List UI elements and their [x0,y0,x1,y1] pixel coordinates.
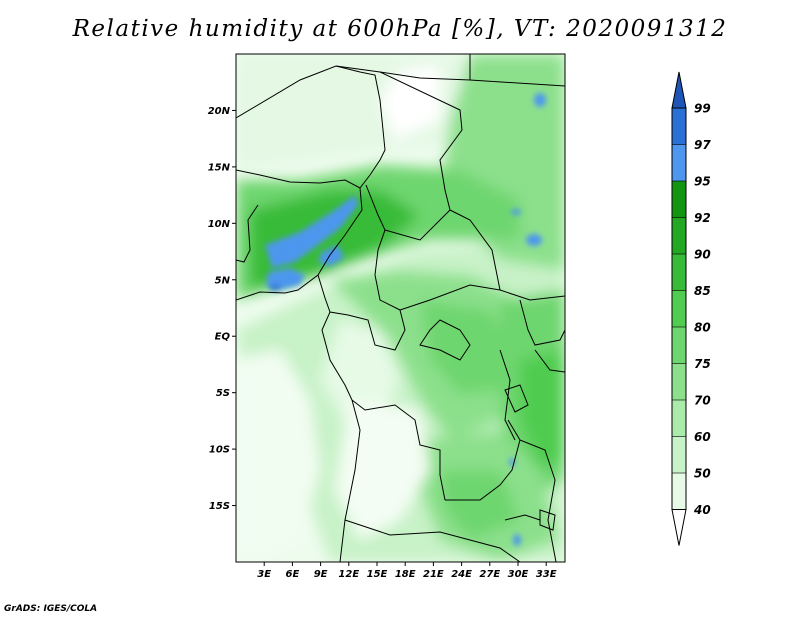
map-frame [235,53,566,563]
colorbar-segment [672,436,686,473]
latitude-axis: 20N 15N 10N 5N EQ 5S 10S 15S [208,106,236,512]
lon-tick-label: 9E [314,569,328,580]
colorbar-segment [672,144,686,181]
colorbar: 40 50 60 70 75 80 85 90 92 95 97 99 [671,71,711,546]
colorbar-segment [672,181,686,218]
lat-tick-label: 5N [215,275,231,286]
lon-tick-label: 27E [479,569,500,580]
colorbar-label: 95 [694,175,711,189]
lat-tick-label: 15N [208,162,231,173]
lon-tick-label: 30E [508,569,529,580]
colorbar-label: 80 [694,321,711,335]
colorbar-lower-arrow [671,509,687,546]
colorbar-label: 40 [693,503,711,517]
colorbar-label: 60 [694,430,711,444]
colorbar-label: 90 [694,248,711,262]
colorbar-segment [672,217,686,254]
lon-tick-label: 3E [257,569,271,580]
colorbar-segment [672,108,686,145]
lat-tick-label: 10S [209,445,230,456]
colorbar-segment [672,473,686,510]
lat-tick-label: 5S [216,388,230,399]
colorbar-segment [672,327,686,364]
lon-tick-label: 15E [367,569,388,580]
lat-tick-label: EQ [215,332,231,343]
colorbar-label: 85 [694,284,711,298]
lat-tick-label: 10N [208,219,231,230]
colorbar-label: 92 [694,211,711,225]
lon-tick-label: 18E [395,569,416,580]
lon-tick-label: 33E [536,569,557,580]
colorbar-segment [672,363,686,400]
lon-tick-label: 21E [423,569,444,580]
colorbar-label: 99 [694,102,711,116]
colorbar-segment [672,254,686,291]
lon-tick-label: 6E [286,569,300,580]
colorbar-upper-arrow [671,71,687,109]
grads-credit: GrADS: IGES/COLA [4,604,98,614]
colorbar-segment [672,290,686,327]
lon-tick-label: 12E [338,569,359,580]
lat-tick-label: 20N [208,106,231,117]
colorbar-label: 50 [694,467,711,481]
map-title: Relative humidity at 600hPa [%], VT: 202… [72,16,728,42]
colorbar-label: 75 [694,357,711,371]
colorbar-segment [672,400,686,437]
lon-tick-label: 24E [451,569,472,580]
lat-tick-label: 15S [209,501,230,512]
humidity-field [236,54,565,562]
longitude-axis: 3E 6E 9E 12E 15E 18E 21E 24E 27E 30E 33E [257,562,557,580]
colorbar-label: 97 [694,138,711,152]
colorbar-label: 70 [694,394,711,408]
country-borders [236,54,565,562]
